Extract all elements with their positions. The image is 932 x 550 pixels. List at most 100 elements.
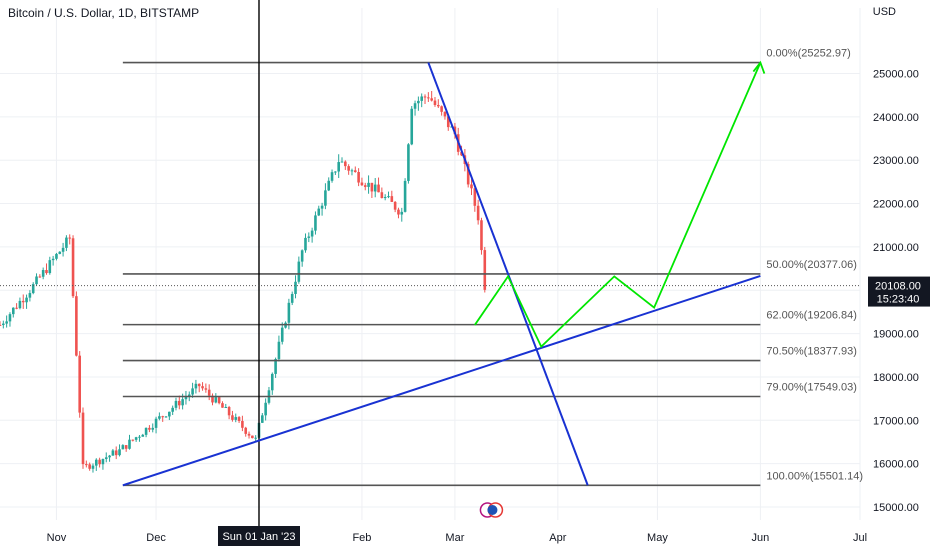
x-tick-label: Dec [146, 532, 166, 544]
candle [191, 388, 194, 395]
candle [307, 236, 311, 238]
candle [51, 258, 55, 261]
x-tick-label: Nov [47, 532, 67, 544]
candle [148, 427, 151, 430]
candle [81, 412, 85, 465]
candle [111, 450, 115, 456]
last-price-tag [868, 276, 930, 307]
candle [141, 434, 145, 437]
candle [304, 237, 307, 251]
x-tick-label: Mar [445, 532, 464, 544]
candle [114, 450, 118, 456]
candle [367, 182, 370, 187]
trend-line[interactable] [427, 62, 589, 486]
candle [71, 238, 75, 297]
candle [138, 436, 141, 438]
candle [181, 399, 184, 406]
y-tick-label: 19000.00 [873, 329, 919, 341]
candle [337, 162, 340, 172]
x-tick-label: Jul [853, 532, 867, 544]
candle [420, 96, 423, 101]
candle [417, 100, 420, 104]
candle [380, 192, 384, 198]
candle [144, 427, 148, 435]
candle [334, 171, 337, 173]
candle [184, 396, 188, 400]
trend-line[interactable] [122, 275, 761, 487]
candle [58, 251, 62, 254]
candle [25, 297, 28, 303]
candle [264, 402, 267, 416]
fib-retracement-layer[interactable]: 0.00%(25252.97) 50.00%(20377.06) 62.00%(19… [122, 48, 863, 487]
candle [28, 293, 32, 298]
candle [247, 433, 251, 436]
candle [450, 126, 453, 128]
candle [320, 205, 324, 209]
candle [324, 190, 327, 206]
candle [244, 427, 248, 434]
candle [430, 98, 433, 101]
candle [78, 355, 81, 413]
candle [480, 220, 483, 251]
candle [158, 416, 161, 419]
y-tick-label: 22000.00 [873, 199, 919, 211]
candle [400, 211, 404, 215]
y-tick-label: 18000.00 [873, 372, 919, 384]
candle [470, 184, 473, 189]
candle [88, 464, 91, 469]
candle [164, 416, 168, 418]
crosshair-date-label: Sun 01 Jan '23 [222, 531, 295, 543]
candle [214, 397, 218, 403]
candle [387, 196, 390, 198]
candle [38, 276, 42, 278]
candle [161, 416, 165, 418]
drawing-layer[interactable] [0, 0, 860, 528]
candle [340, 161, 344, 163]
candle [18, 300, 22, 309]
candle [154, 418, 158, 428]
candle [360, 182, 364, 186]
candle [350, 170, 354, 172]
candle [383, 197, 387, 199]
candle [314, 215, 317, 231]
candle [294, 281, 297, 294]
candle [413, 103, 417, 109]
candle [251, 435, 254, 439]
candle [35, 276, 38, 285]
fib-level-label: 100.00%(15501.14) [766, 470, 863, 482]
last-price-value: 20108.00 [875, 281, 921, 293]
candle [407, 144, 410, 181]
candle [68, 237, 72, 239]
x-tick-label: May [647, 532, 668, 544]
candle [317, 208, 321, 216]
candle [204, 388, 208, 390]
candle [211, 395, 214, 403]
projection-path[interactable] [474, 62, 762, 349]
y-tick-label: 16000.00 [873, 459, 919, 471]
axes-layer: 15000.00 16000.00 17000.00 18000.00 19000.00… [47, 69, 930, 546]
candle [310, 230, 314, 237]
candle [171, 407, 174, 412]
candle [134, 437, 138, 440]
candle [443, 111, 447, 117]
candle [297, 261, 301, 282]
candle [280, 327, 284, 342]
candle [473, 188, 477, 206]
candle [48, 260, 52, 274]
candle [201, 386, 204, 389]
candle [131, 439, 135, 441]
bar-countdown: 15:23:40 [877, 294, 920, 306]
candle [390, 196, 394, 202]
x-tick-label: Apr [549, 532, 566, 544]
arrow-head [752, 60, 766, 74]
candle [121, 445, 125, 450]
y-tick-label: 17000.00 [873, 415, 919, 427]
candles-layer [0, 90, 487, 473]
candle [460, 151, 463, 156]
candle [151, 427, 155, 430]
currency-label: USD [872, 6, 896, 18]
candle [344, 161, 347, 167]
candle [207, 389, 211, 396]
